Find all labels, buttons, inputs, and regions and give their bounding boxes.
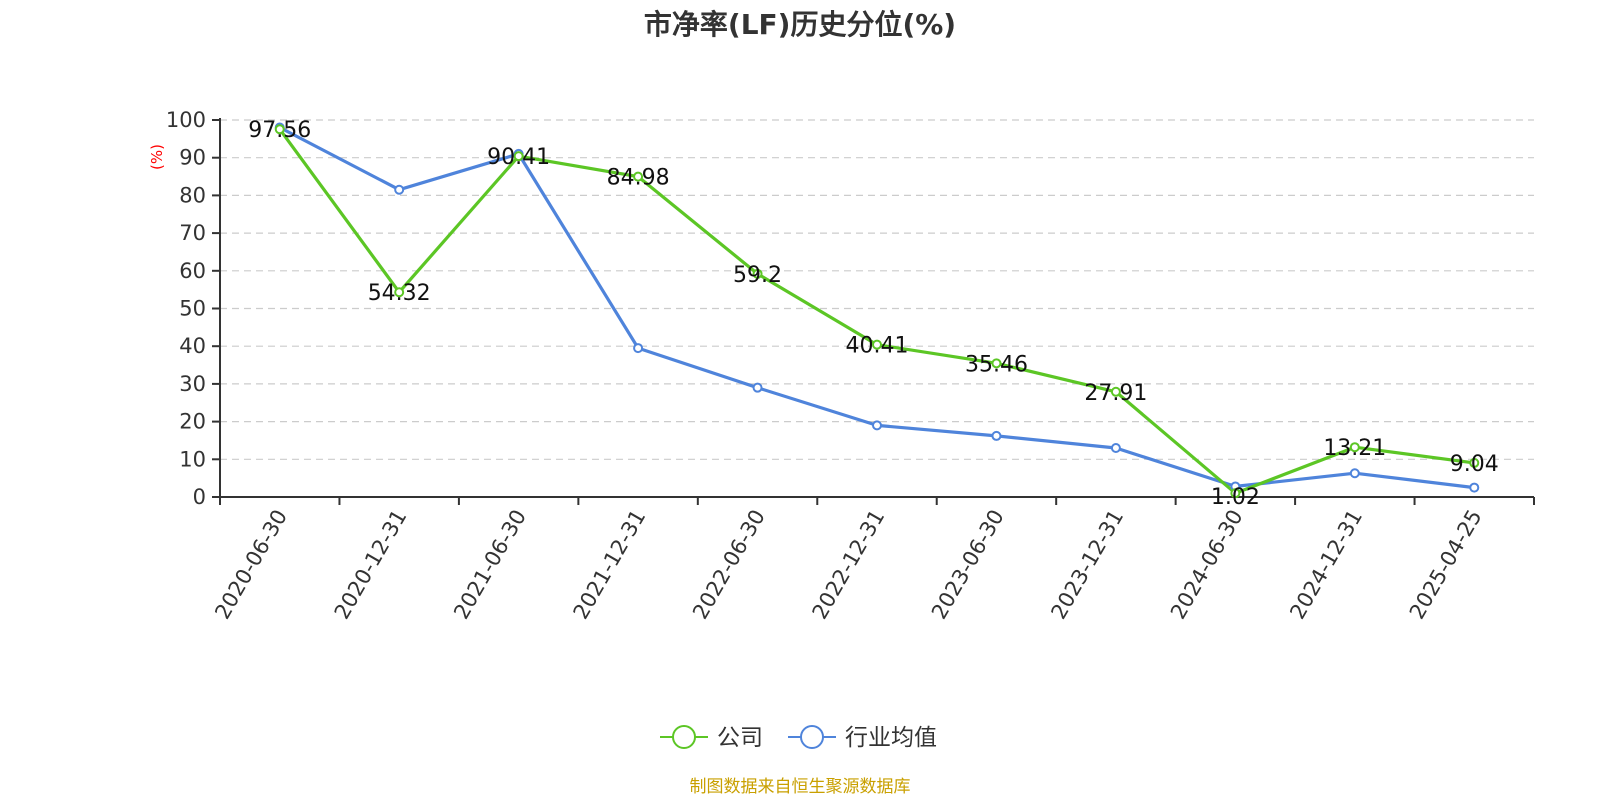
y-tick-label: 90	[179, 146, 206, 170]
series-0-point	[1230, 488, 1241, 499]
series-0-point	[1110, 386, 1121, 397]
y-tick-labels: 0 10 20 30 40 50 60 70 80 90 100	[166, 108, 206, 509]
legend-marker	[672, 725, 696, 749]
series-line-1	[278, 126, 1475, 490]
legend-label: 公司	[717, 725, 763, 751]
data-label: 27.91	[1084, 381, 1147, 406]
legend-item-1[interactable]: 行业均值	[788, 725, 937, 751]
chart-title: 市净率(LF)历史分位(%)	[644, 8, 956, 41]
data-label: 40.41	[846, 334, 909, 359]
y-tick-label: 30	[179, 372, 206, 396]
series-0-point	[633, 171, 644, 182]
grid-lines	[220, 119, 1534, 460]
y-tick-label: 20	[179, 410, 206, 434]
legend-item-0[interactable]: 公司	[660, 725, 763, 751]
series-lines	[278, 126, 1475, 495]
data-label: 1.02	[1211, 485, 1260, 510]
series-0-point	[394, 287, 405, 298]
y-tick-label: 10	[179, 447, 206, 471]
series-1-point	[1110, 442, 1121, 453]
y-tick-label: 60	[179, 259, 206, 283]
data-label: 97.56	[248, 118, 311, 143]
series-0-point	[1469, 457, 1480, 468]
series-0-point	[1349, 442, 1360, 453]
y-tick-label: 70	[179, 221, 206, 245]
x-tick-label: 2021-12-31	[569, 506, 651, 624]
x-tick-label: 2024-12-31	[1285, 506, 1367, 624]
data-labels: 97.56 54.32 90.41 84.98 59.2 40.41 35.46 27.91 1…	[248, 118, 1499, 510]
data-label: 9.04	[1450, 452, 1499, 477]
series-1-point	[1349, 468, 1360, 479]
x-tick-label: 2020-12-31	[330, 506, 412, 624]
data-label: 84.98	[607, 166, 670, 191]
x-tick-label: 2021-06-30	[449, 506, 531, 624]
series-1-point	[991, 430, 1002, 441]
y-tick-label: 100	[166, 108, 206, 132]
y-tick-label: 0	[193, 485, 206, 509]
x-tick-label: 2024-06-30	[1166, 506, 1248, 624]
series-1-point	[394, 184, 405, 195]
y-tick-label: 40	[179, 334, 206, 358]
data-label: 54.32	[368, 281, 431, 306]
x-tick-label: 2023-06-30	[927, 506, 1009, 624]
x-tick-label: 2023-12-31	[1046, 506, 1128, 624]
series-0-point	[513, 151, 524, 162]
series-1-point	[752, 382, 763, 393]
series-1-point	[633, 343, 644, 354]
data-label: 90.41	[487, 145, 550, 170]
series-0-point	[872, 339, 882, 350]
series-0-point	[274, 124, 285, 135]
legend-marker	[800, 725, 824, 749]
source-note: 制图数据来自恒生聚源数据库	[690, 777, 911, 797]
x-tick-label: 2022-12-31	[808, 506, 890, 624]
legend-label: 行业均值	[845, 725, 937, 751]
y-axis-unit: (%)	[148, 144, 166, 170]
data-label: 35.46	[965, 352, 1028, 377]
x-tick-label: 2022-06-30	[688, 506, 770, 624]
series-0-point	[991, 358, 1002, 369]
data-label: 13.21	[1323, 436, 1386, 461]
series-1-point	[1469, 482, 1480, 493]
x-tick-label: 2025-04-25	[1405, 506, 1487, 624]
axes	[212, 118, 1535, 505]
series-line-0	[278, 128, 1475, 495]
series-1-point	[872, 420, 882, 431]
series-points	[274, 122, 1480, 499]
y-tick-label: 50	[179, 297, 206, 321]
data-label: 59.2	[733, 263, 782, 288]
x-tick-labels: 2020-06-30 2020-12-31 2021-06-30 2021-12-31…	[210, 506, 1486, 624]
x-tick-label: 2020-06-30	[210, 506, 292, 624]
legend[interactable]: 公司 行业均值	[660, 725, 937, 751]
series-0-point	[752, 268, 763, 279]
y-tick-label: 80	[179, 183, 206, 207]
